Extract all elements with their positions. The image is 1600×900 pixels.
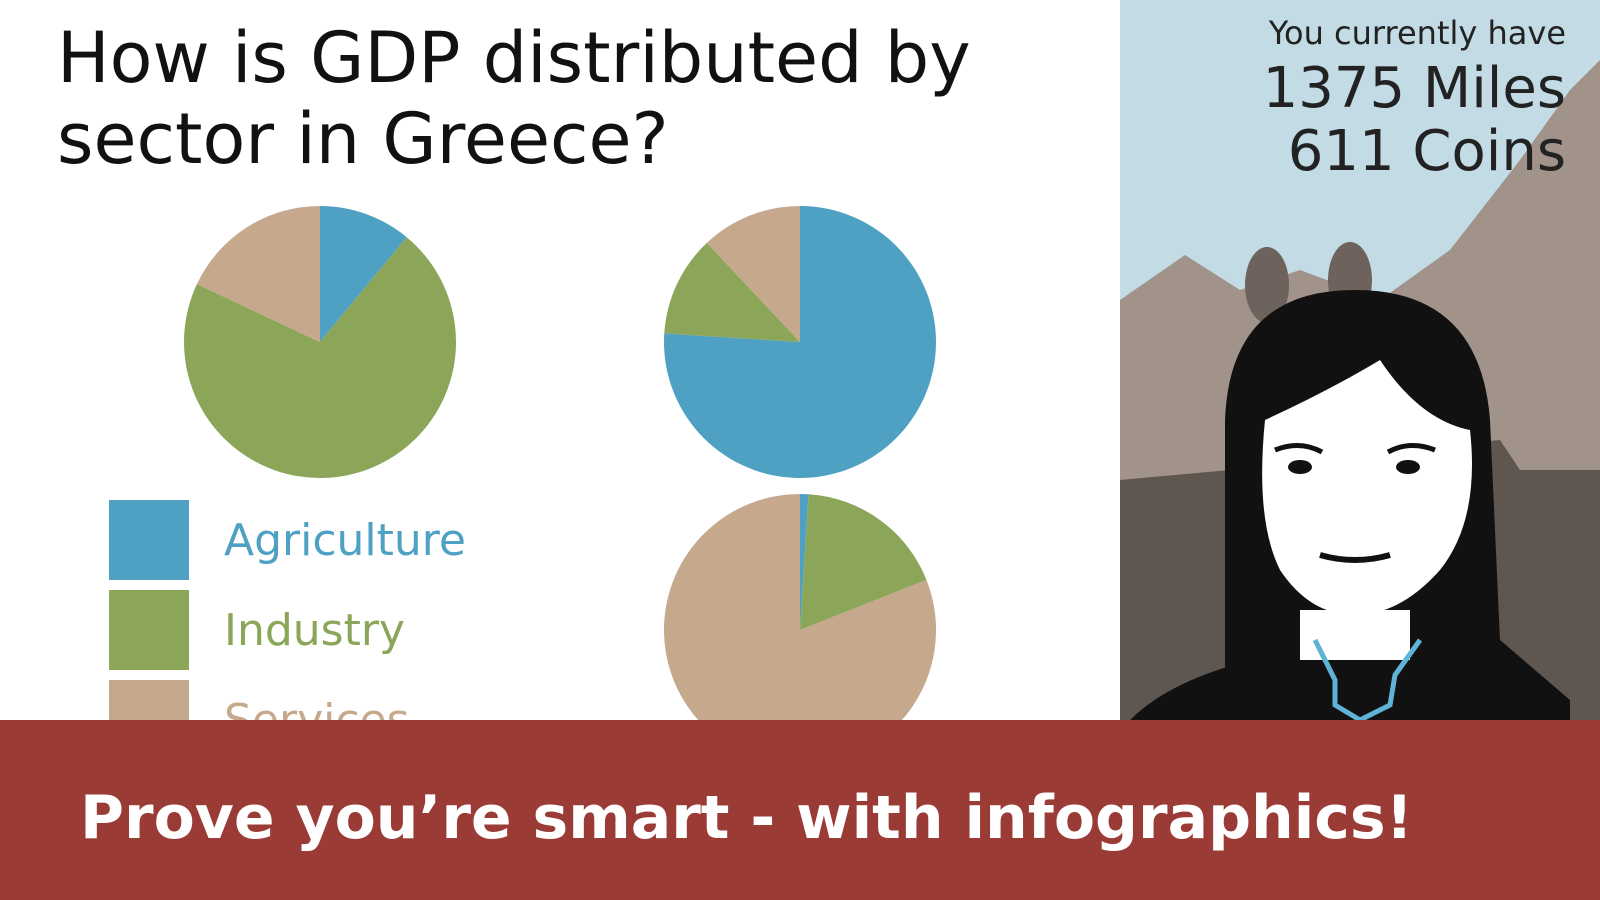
jacket (1130, 650, 1570, 720)
character-panel: You currently have 1375 Miles 611 Coins (1120, 0, 1600, 723)
pie-slice (664, 242, 800, 342)
legend-label: Industry (224, 605, 405, 656)
pie-slice (800, 494, 927, 630)
question-line: sector in Greece? (57, 98, 669, 180)
pie-slice (664, 494, 936, 767)
pie-slice (800, 494, 809, 630)
charts: AgricultureIndustryServices (109, 206, 936, 767)
wallet-label: You currently have (1268, 14, 1566, 52)
legend-label: Agriculture (224, 515, 466, 566)
coins: 611 Coins (1288, 119, 1566, 184)
miles: 1375 Miles (1263, 56, 1566, 121)
neck (1300, 610, 1410, 660)
banner-text: Prove you’re smart - with infographics! (80, 783, 1413, 853)
tower (1245, 247, 1289, 323)
brows (1274, 443, 1436, 455)
legend-swatch (109, 500, 189, 580)
pie-slice (706, 206, 800, 342)
pie-slice (183, 237, 456, 479)
face (1262, 360, 1472, 615)
mouth (1319, 552, 1391, 563)
pie-slice (320, 206, 407, 342)
legend-swatch (109, 590, 189, 670)
question-line: How is GDP distributed by (57, 17, 971, 99)
pie-slice (196, 206, 320, 342)
banner (0, 720, 1600, 900)
eye (1288, 460, 1312, 474)
eye (1396, 460, 1420, 474)
